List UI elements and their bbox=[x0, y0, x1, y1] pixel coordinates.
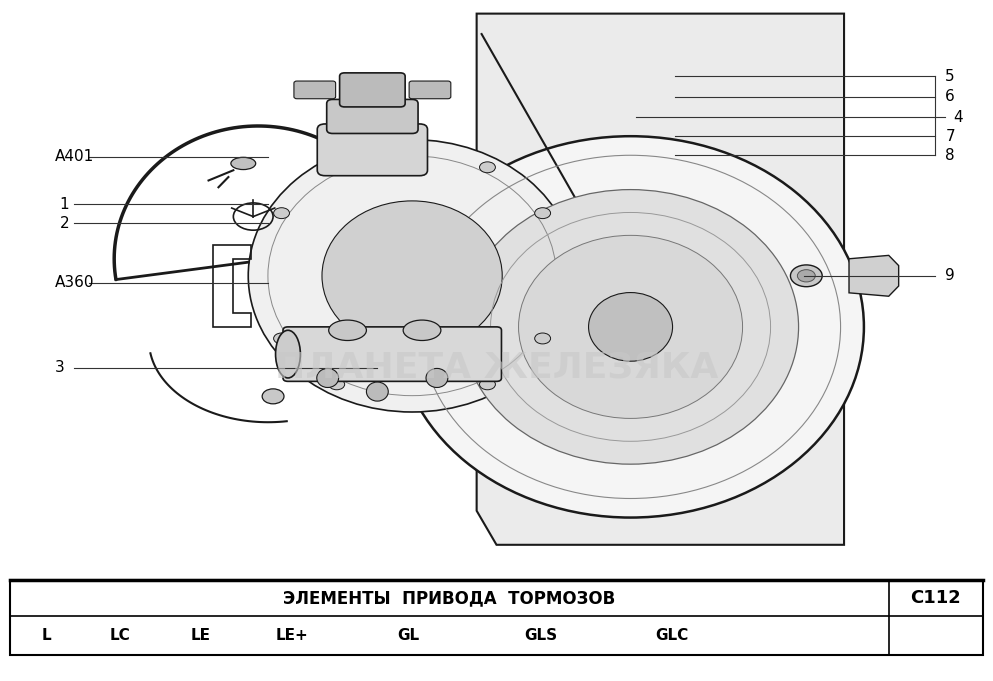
Text: A360: A360 bbox=[55, 275, 94, 290]
Text: LC: LC bbox=[109, 628, 130, 644]
FancyBboxPatch shape bbox=[409, 81, 451, 99]
FancyBboxPatch shape bbox=[340, 73, 405, 107]
Ellipse shape bbox=[262, 389, 284, 404]
Text: L: L bbox=[42, 628, 52, 644]
Ellipse shape bbox=[317, 368, 339, 387]
Text: 5: 5 bbox=[945, 69, 955, 84]
Ellipse shape bbox=[397, 136, 864, 518]
Circle shape bbox=[274, 333, 290, 344]
Text: 6: 6 bbox=[945, 89, 955, 104]
Text: GL: GL bbox=[397, 628, 419, 644]
Text: 2: 2 bbox=[60, 216, 70, 231]
Ellipse shape bbox=[518, 236, 743, 418]
Text: 1: 1 bbox=[60, 197, 70, 212]
Polygon shape bbox=[477, 14, 844, 545]
Ellipse shape bbox=[790, 265, 822, 287]
Ellipse shape bbox=[426, 368, 448, 387]
Text: 7: 7 bbox=[945, 129, 955, 144]
Text: LE: LE bbox=[191, 628, 211, 644]
Text: 4: 4 bbox=[953, 110, 963, 125]
Text: 3: 3 bbox=[55, 360, 65, 375]
Circle shape bbox=[329, 162, 345, 173]
Polygon shape bbox=[849, 255, 899, 296]
Ellipse shape bbox=[403, 320, 441, 340]
Text: A401: A401 bbox=[55, 149, 94, 164]
Ellipse shape bbox=[248, 140, 576, 412]
Circle shape bbox=[534, 333, 550, 344]
Text: GLS: GLS bbox=[524, 628, 557, 644]
Ellipse shape bbox=[230, 157, 256, 170]
Text: LE+: LE+ bbox=[276, 628, 309, 644]
Bar bbox=[10, 580, 983, 655]
Circle shape bbox=[329, 379, 345, 390]
Circle shape bbox=[534, 208, 550, 219]
FancyBboxPatch shape bbox=[318, 124, 427, 176]
Text: ЭЛЕМЕНТЫ  ПРИВОДА  ТОРМОЗОВ: ЭЛЕМЕНТЫ ПРИВОДА ТОРМОЗОВ bbox=[283, 589, 616, 607]
Ellipse shape bbox=[797, 270, 815, 282]
Text: ПЛАНЕТА ЖЕЛЕЗЯКА: ПЛАНЕТА ЖЕЛЕЗЯКА bbox=[275, 351, 718, 385]
Text: 8: 8 bbox=[945, 148, 955, 163]
Ellipse shape bbox=[322, 201, 502, 351]
Circle shape bbox=[480, 162, 496, 173]
Ellipse shape bbox=[589, 293, 672, 361]
Text: C112: C112 bbox=[911, 589, 961, 607]
Text: GLC: GLC bbox=[655, 628, 688, 644]
Ellipse shape bbox=[366, 382, 388, 401]
Ellipse shape bbox=[463, 189, 798, 464]
FancyBboxPatch shape bbox=[294, 81, 336, 99]
FancyBboxPatch shape bbox=[327, 99, 418, 133]
Ellipse shape bbox=[275, 330, 300, 378]
FancyBboxPatch shape bbox=[283, 327, 501, 381]
Ellipse shape bbox=[329, 320, 366, 340]
Circle shape bbox=[480, 379, 496, 390]
Circle shape bbox=[274, 208, 290, 219]
Text: 9: 9 bbox=[945, 268, 955, 283]
